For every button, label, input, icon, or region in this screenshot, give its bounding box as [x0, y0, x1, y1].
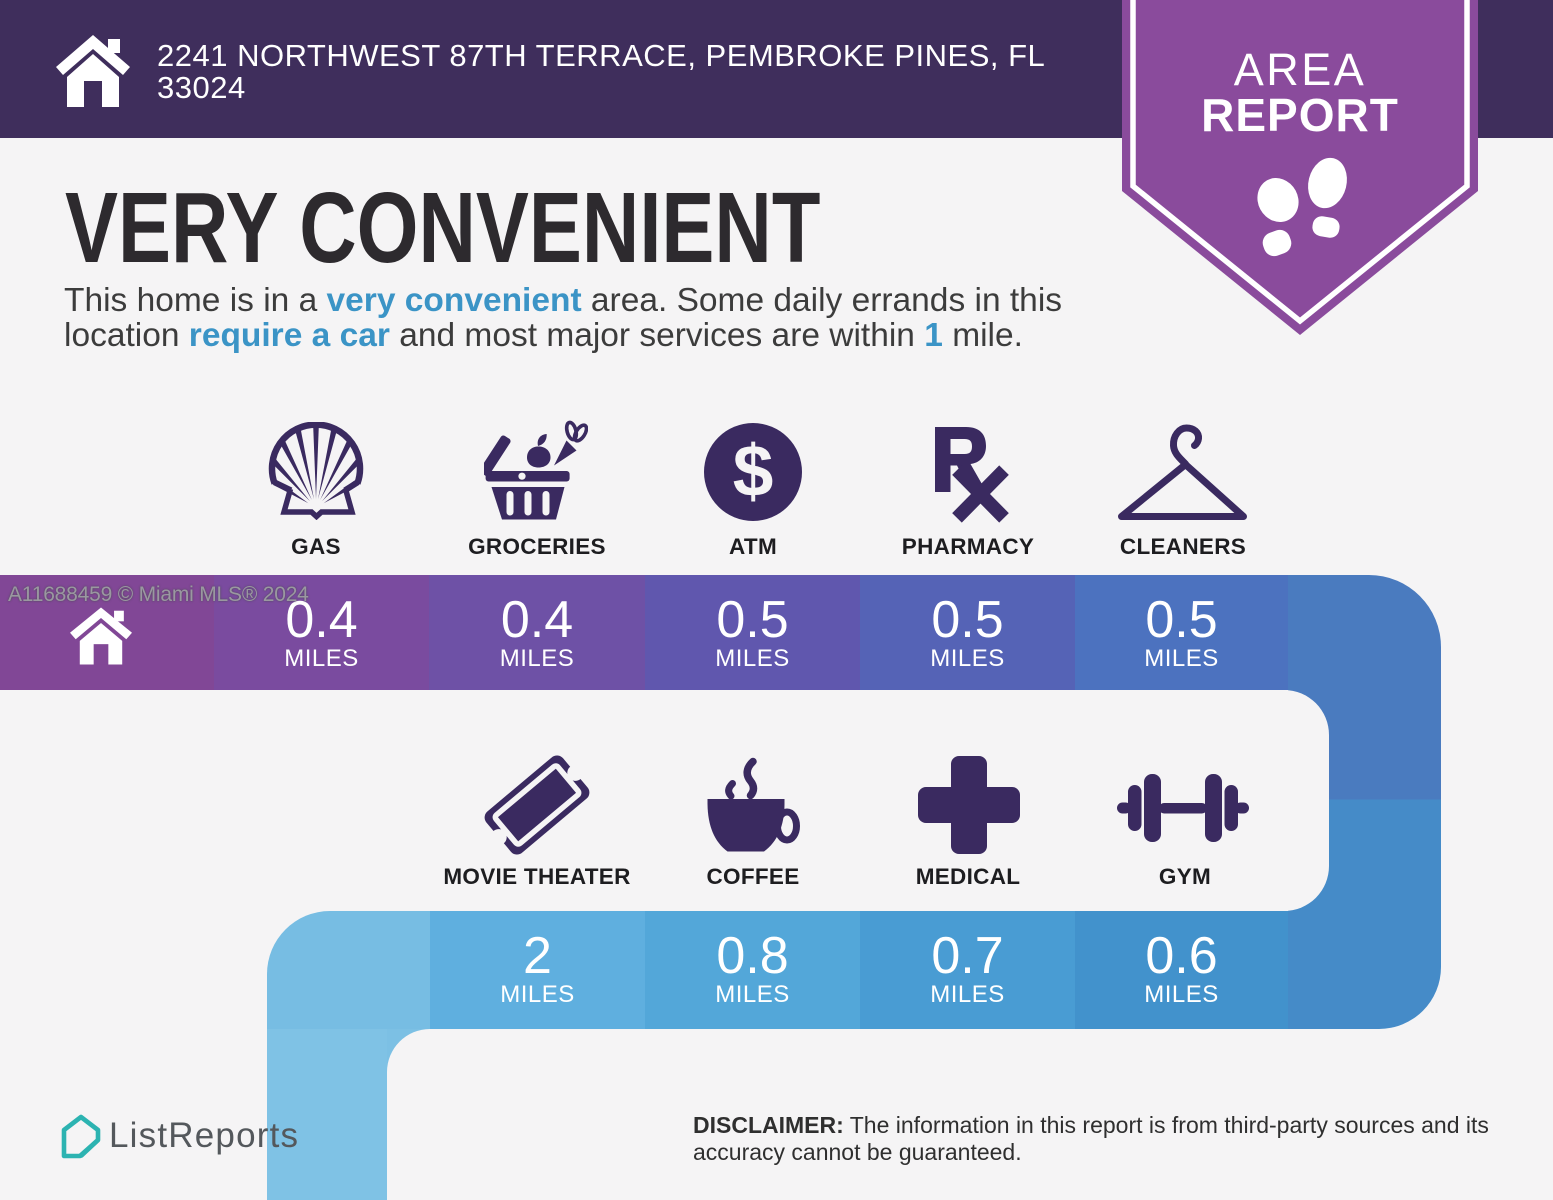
svg-text:AREA: AREA: [1234, 44, 1367, 95]
svg-text:REPORT: REPORT: [1201, 89, 1399, 141]
svg-text:$: $: [733, 431, 774, 512]
